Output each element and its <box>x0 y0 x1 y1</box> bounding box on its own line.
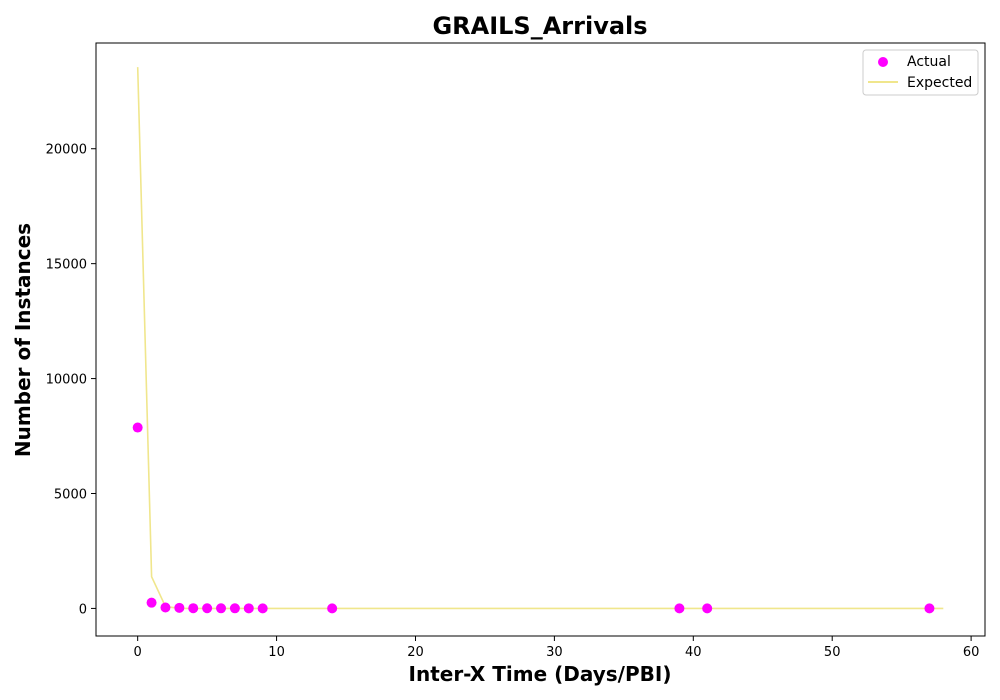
x-tick-label: 20 <box>407 645 424 660</box>
x-tick-label: 30 <box>546 645 563 660</box>
legend-marker-actual <box>878 57 888 67</box>
series-line-expected <box>136 67 944 610</box>
y-tick-label: 20000 <box>46 143 87 158</box>
x-tick-label: 0 <box>134 645 142 660</box>
data-point-actual <box>216 603 227 614</box>
x-tick-label: 60 <box>963 645 980 660</box>
data-point-actual <box>702 603 713 614</box>
data-point-actual <box>327 603 338 614</box>
data-point-actual <box>257 603 268 614</box>
y-tick-label: 15000 <box>46 258 87 273</box>
data-point-actual <box>202 603 213 614</box>
series-layer <box>132 67 944 614</box>
legend-box <box>862 49 979 96</box>
x-tick-label: 10 <box>268 645 285 660</box>
legend: Actual Expected <box>862 49 979 96</box>
data-point-actual <box>188 603 199 614</box>
plot-area <box>95 42 986 637</box>
x-tick-label: 40 <box>685 645 702 660</box>
x-axis: 0 10 20 30 40 50 60 <box>134 636 980 660</box>
data-point-actual <box>146 597 157 608</box>
data-point-actual <box>160 602 171 613</box>
chart-title: GRAILS_Arrivals <box>432 12 647 40</box>
y-axis: 0 5000 10000 15000 20000 <box>46 143 96 617</box>
legend-label-actual: Actual <box>907 54 951 70</box>
data-point-actual <box>229 603 240 614</box>
x-tick-label: 50 <box>824 645 841 660</box>
data-point-actual <box>674 603 685 614</box>
y-tick-label: 0 <box>79 602 87 617</box>
y-tick-label: 10000 <box>46 373 87 388</box>
legend-label-expected: Expected <box>907 75 972 91</box>
data-point-actual <box>174 602 185 613</box>
data-point-actual <box>132 422 143 433</box>
x-axis-title: Inter-X Time (Days/PBI) <box>409 662 672 686</box>
data-point-actual <box>924 603 935 614</box>
y-tick-label: 5000 <box>54 487 87 502</box>
data-point-actual <box>243 603 254 614</box>
y-axis-title: Number of Instances <box>11 223 35 457</box>
